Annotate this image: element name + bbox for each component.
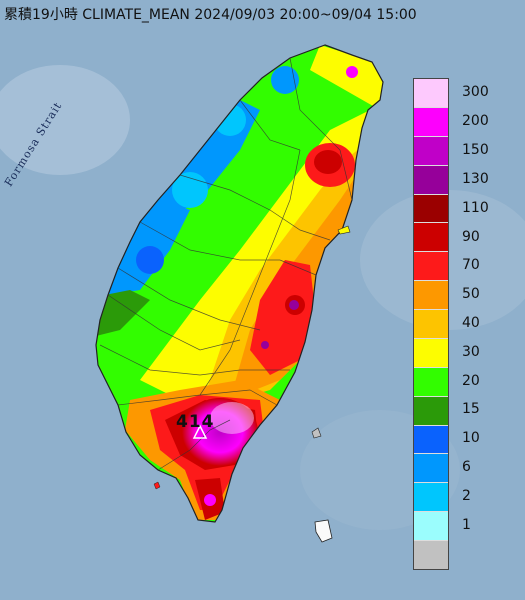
legend-swatch [414,223,448,253]
xiaoliuqiu-island [153,481,161,490]
color-legend [413,78,449,570]
orchid-island [314,519,333,543]
county-borders [99,57,353,471]
legend-swatch [414,483,448,513]
legend-swatch [414,281,448,310]
legend-label: 200 [462,113,489,130]
legend-swatch [414,367,448,397]
legend-label: 110 [462,199,489,216]
legend-label: 30 [462,343,480,360]
legend-swatch [414,338,448,368]
legend-label: 20 [462,372,480,389]
legend-swatch [414,136,448,166]
legend-label: 1 [462,516,471,533]
peak-marker-icon [192,424,208,439]
peak-value-label: 414 [176,412,215,432]
legend-label: 2 [462,487,471,504]
green-island [311,427,322,439]
legend-swatch [414,107,448,137]
legend-swatch [414,310,448,339]
legend-swatch [414,252,448,282]
map-title: 累積19小時 CLIMATE_MEAN 2024/09/03 20:00~09/… [4,7,417,23]
legend-swatch [414,512,448,541]
legend-label: 300 [462,84,489,101]
legend-swatch [414,194,448,224]
legend-swatch [414,165,448,195]
legend-label: 40 [462,315,480,331]
legend-swatch [414,79,448,108]
island-outline [95,44,384,523]
legend-label: 150 [462,142,489,159]
legend-swatch [414,454,448,484]
legend-label: 10 [462,430,480,447]
cloud-west [0,65,130,175]
legend-label: 130 [462,170,489,187]
legend-label: 90 [462,228,480,245]
legend-label: 50 [462,286,480,303]
guishan-island [337,225,351,235]
legend-labels: 300 200 150 130 110 90 70 50 40 30 20 15 10 6 2 1 [462,78,522,568]
legend-label: 70 [462,257,480,274]
legend-label: 6 [462,459,471,476]
legend-swatch [414,425,448,455]
legend-swatch [414,541,448,569]
legend-label: 15 [462,401,480,418]
legend-swatch [414,396,448,426]
